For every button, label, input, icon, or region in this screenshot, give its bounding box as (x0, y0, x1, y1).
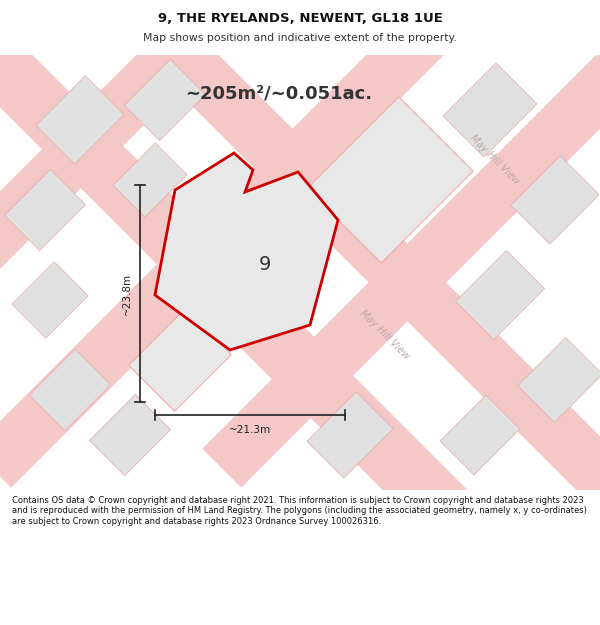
Polygon shape (0, 0, 600, 488)
Polygon shape (4, 169, 86, 251)
Text: 9: 9 (259, 256, 271, 274)
Text: Map shows position and indicative extent of the property.: Map shows position and indicative extent… (143, 33, 457, 43)
Text: ~205m²/~0.051ac.: ~205m²/~0.051ac. (185, 85, 372, 103)
Polygon shape (12, 262, 88, 338)
Polygon shape (202, 0, 600, 488)
Polygon shape (113, 143, 187, 217)
Polygon shape (455, 251, 545, 339)
Polygon shape (307, 97, 473, 263)
Polygon shape (155, 153, 338, 350)
Polygon shape (124, 59, 206, 141)
Polygon shape (0, 0, 418, 488)
Text: May Hill View: May Hill View (358, 308, 412, 362)
Text: ~21.3m: ~21.3m (229, 425, 271, 435)
Text: 9, THE RYELANDS, NEWENT, GL18 1UE: 9, THE RYELANDS, NEWENT, GL18 1UE (158, 12, 442, 25)
Text: The Ryelands: The Ryelands (178, 288, 232, 342)
Polygon shape (511, 156, 599, 244)
Text: Contains OS data © Crown copyright and database right 2021. This information is : Contains OS data © Crown copyright and d… (12, 496, 587, 526)
Polygon shape (307, 392, 393, 478)
Text: May Hill View: May Hill View (469, 133, 521, 187)
Polygon shape (62, 0, 600, 612)
Text: ~23.8m: ~23.8m (122, 272, 132, 314)
Polygon shape (89, 394, 170, 476)
Polygon shape (518, 338, 600, 422)
Polygon shape (0, 0, 550, 614)
Polygon shape (29, 349, 110, 431)
Polygon shape (129, 309, 231, 411)
Polygon shape (440, 395, 520, 475)
Polygon shape (443, 63, 537, 157)
Polygon shape (36, 76, 124, 164)
